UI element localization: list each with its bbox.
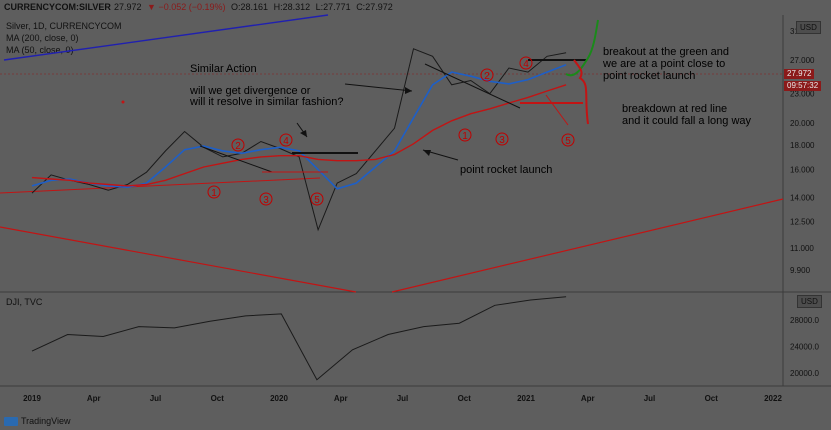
wave-4-2021: 4 xyxy=(523,59,529,70)
change-value: ▼ −0.052 (−0.19%) xyxy=(147,2,226,12)
time-axis-tick: Jul xyxy=(644,394,656,403)
annotation-breakdown-2: and it could fall a long way xyxy=(622,115,752,127)
last-price-tag: 27.972 xyxy=(784,69,815,79)
time-axis-tick: Apr xyxy=(87,394,101,403)
price-axis-tick: 9.900 xyxy=(790,266,811,275)
arrowhead-2020 xyxy=(300,130,307,137)
arrowhead-rocket xyxy=(423,150,431,156)
wave-5-2020: 5 xyxy=(314,195,320,206)
price-axis-currency-button[interactable]: USD xyxy=(796,21,821,34)
wave-1-2021: 1 xyxy=(462,131,468,142)
wave-2-circle-2021 xyxy=(480,68,494,82)
tradingview-logo[interactable]: TradingView xyxy=(4,416,71,426)
wave-2-2020: 2 xyxy=(235,141,241,152)
last-price: 27.972 xyxy=(114,2,142,12)
red-dot xyxy=(121,100,125,104)
annotation-point-rocket: point rocket launch xyxy=(460,164,552,176)
price-axis-tick: 27.000 xyxy=(790,56,815,65)
green-breakout-path xyxy=(565,19,599,77)
annotation-similar-action: Similar Action xyxy=(190,63,257,75)
high-value: H:28.312 xyxy=(273,2,311,12)
ma50-legend[interactable]: MA (50, close, 0) xyxy=(6,45,74,55)
price-axis-tick: 23.000 xyxy=(790,90,815,99)
wave-labels xyxy=(207,56,575,206)
wedge-line-2019 xyxy=(199,145,273,173)
time-axis-tick: 2021 xyxy=(517,394,535,403)
wave-3-circle-2021 xyxy=(495,132,509,146)
price-axis-tick: 16.000 xyxy=(790,166,815,175)
wave-1-circle-2021 xyxy=(458,128,472,142)
series-line-ma-200-close-0-[interactable] xyxy=(31,84,567,187)
close-value: C:27.972 xyxy=(356,2,393,12)
wave-2-2021: 2 xyxy=(484,71,490,82)
annotation-divergence-2: will it resolve in similar fashion? xyxy=(189,96,343,108)
price-axis-tick: 14.000 xyxy=(790,194,815,203)
arrow-to-2021 xyxy=(344,83,413,92)
ma200-legend[interactable]: MA (200, close, 0) xyxy=(6,33,79,43)
blue-trendline xyxy=(3,14,329,61)
wave-4-circle-2021 xyxy=(519,56,533,70)
time-axis-tick: Jul xyxy=(150,394,162,403)
dji-title: DJI, TVC xyxy=(6,297,43,307)
wedge-line-2021 xyxy=(424,63,521,109)
dji-axis-tick: 24000.0 xyxy=(790,342,819,351)
arrowhead-2021 xyxy=(405,87,412,94)
wave-3-2020: 3 xyxy=(263,195,269,206)
dji-axis-tick: 20000.0 xyxy=(790,369,819,378)
series-legend-row: 27.972 ▼ −0.052 (−0.19%) O:28.161 H:28.3… xyxy=(114,2,396,12)
tradingview-icon xyxy=(4,416,18,426)
annotation-breakout-2: we are at a point close to xyxy=(602,58,725,70)
wave-3-circle-2020 xyxy=(259,192,273,206)
low-value: L:27.771 xyxy=(315,2,351,12)
countdown-tag: 09:57:32 xyxy=(784,81,822,91)
wave-5-circle-2021 xyxy=(561,133,575,147)
time-axis-tick: Oct xyxy=(458,394,472,403)
red-diagonal-line xyxy=(545,94,569,126)
series-line-dji[interactable] xyxy=(31,296,567,381)
time-axis-tick: 2020 xyxy=(270,394,288,403)
price-axis-tick: 18.000 xyxy=(790,141,815,150)
time-axis-tick: Apr xyxy=(334,394,348,403)
wave-4-circle-2020 xyxy=(279,133,293,147)
wave-2-circle-2020 xyxy=(231,138,245,152)
time-axis-tick: Jul xyxy=(397,394,409,403)
series-title: Silver, 1D, CURRENCYCOM xyxy=(6,21,122,31)
time-axis-tick: 2022 xyxy=(764,394,782,403)
price-axis-tick: 12.500 xyxy=(790,217,815,226)
annotation-divergence-1: will we get divergence or xyxy=(189,85,311,97)
wave-5-circle-2020 xyxy=(310,192,324,206)
wave-numbers: 2 4 1 3 5 2 4 1 3 5 xyxy=(211,59,571,206)
wave-1-circle-2020 xyxy=(207,185,221,199)
wave-1-2020: 1 xyxy=(211,188,217,199)
annotation-drawings xyxy=(121,19,599,173)
symbol-label[interactable]: CURRENCYCOM:SILVER xyxy=(4,2,111,12)
tradingview-label: TradingView xyxy=(21,416,71,426)
price-axis-tick: 20.000 xyxy=(790,119,815,128)
red-breakdown-path xyxy=(573,59,589,125)
annotation-breakout-3: point rocket launch xyxy=(603,70,695,82)
dji-currency-button[interactable]: USD xyxy=(797,295,822,308)
time-axis-tick: Apr xyxy=(581,394,595,403)
wave-5-2021: 5 xyxy=(565,136,571,147)
annotation-breakout-1: breakout at the green and xyxy=(603,46,729,58)
time-axis-tick: Oct xyxy=(211,394,225,403)
annotation-breakdown-1: breakdown at red line xyxy=(622,103,727,115)
red-lower-curve xyxy=(0,177,321,194)
time-axis-tick: Oct xyxy=(705,394,719,403)
red-rising-trendline xyxy=(391,198,784,293)
time-axis-tick: 2019 xyxy=(23,394,41,403)
price-axis-tick: 11.000 xyxy=(790,244,814,253)
dji-axis-tick: 28000.0 xyxy=(790,316,819,325)
open-value: O:28.161 xyxy=(231,2,269,12)
series-line-ma-50-close-0-[interactable] xyxy=(31,64,567,190)
red-channel-lines xyxy=(0,226,357,293)
wave-3-2021: 3 xyxy=(499,135,505,146)
wave-4-2020: 4 xyxy=(283,136,289,147)
